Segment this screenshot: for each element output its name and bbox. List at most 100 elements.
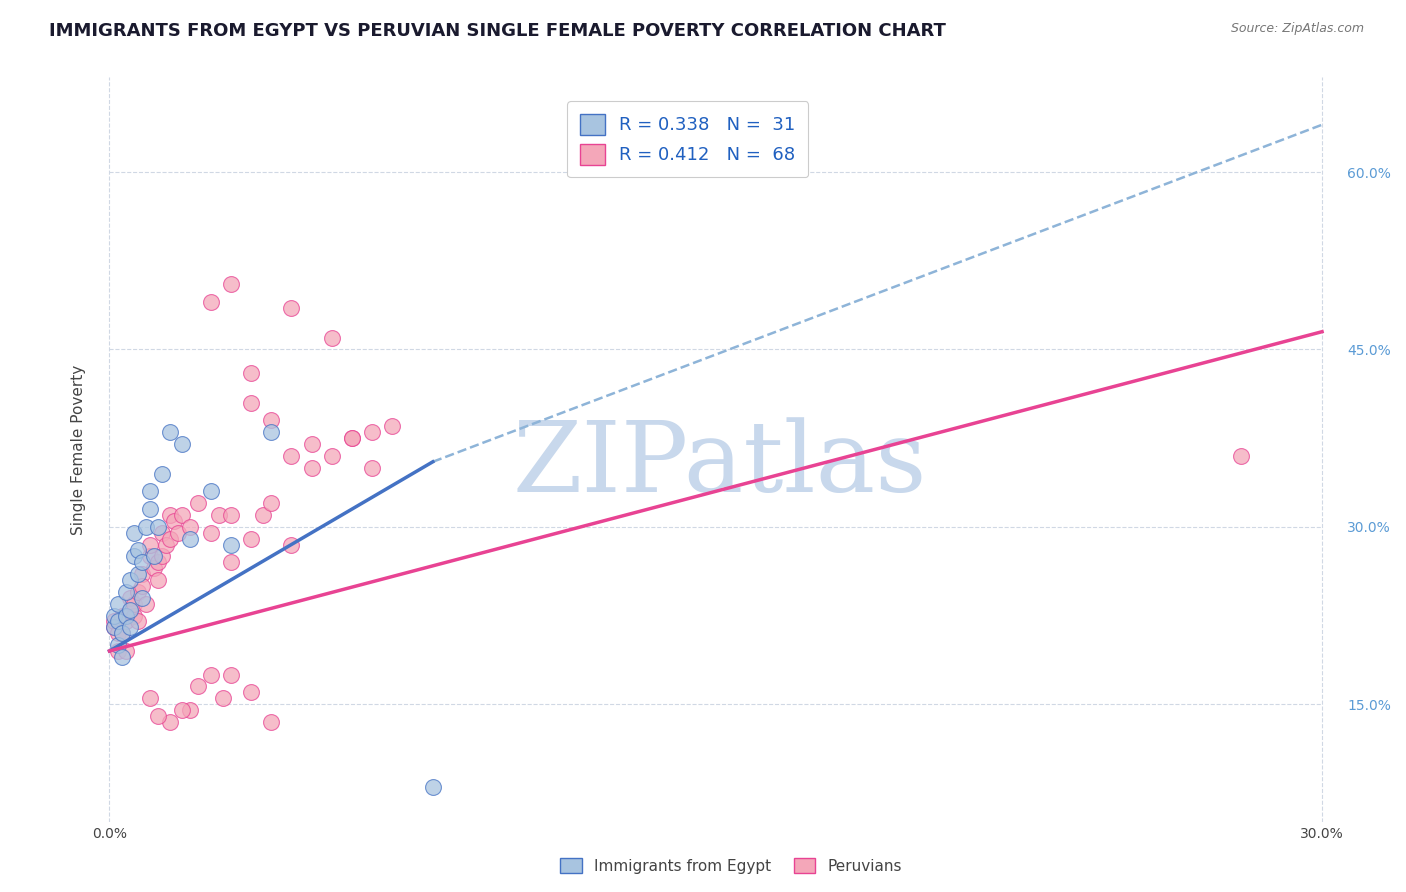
Point: [172, 703, 194, 717]
Point: [219, 555, 242, 569]
Point: [239, 366, 262, 380]
Text: IMMIGRANTS FROM EGYPT VS PERUVIAN SINGLE FEMALE POVERTY CORRELATION CHART: IMMIGRANTS FROM EGYPT VS PERUVIAN SINGLE…: [49, 22, 946, 40]
Point: [159, 425, 181, 440]
Point: [139, 691, 162, 706]
Point: [260, 425, 283, 440]
Point: [260, 413, 283, 427]
Point: [118, 602, 141, 616]
Point: [114, 644, 136, 658]
Point: [146, 709, 169, 723]
Point: [107, 638, 129, 652]
Point: [207, 508, 229, 522]
Point: [340, 431, 363, 445]
Point: [127, 543, 149, 558]
Point: [150, 549, 173, 564]
Point: [280, 449, 302, 463]
Point: [1230, 449, 1253, 463]
Point: [139, 549, 162, 564]
Point: [139, 537, 162, 551]
Point: [118, 573, 141, 587]
Legend: Immigrants from Egypt, Peruvians: Immigrants from Egypt, Peruvians: [554, 852, 908, 880]
Point: [219, 537, 242, 551]
Point: [340, 431, 363, 445]
Point: [321, 330, 343, 344]
Point: [122, 597, 145, 611]
Point: [114, 608, 136, 623]
Point: [239, 685, 262, 699]
Point: [155, 537, 177, 551]
Point: [361, 425, 384, 440]
Point: [103, 620, 125, 634]
Point: [114, 615, 136, 629]
Point: [131, 579, 153, 593]
Point: [172, 508, 194, 522]
Point: [122, 525, 145, 540]
Point: [422, 780, 444, 794]
Point: [142, 561, 165, 575]
Point: [146, 573, 169, 587]
Point: [146, 520, 169, 534]
Point: [150, 525, 173, 540]
Point: [200, 295, 222, 310]
Point: [159, 532, 181, 546]
Point: [301, 437, 323, 451]
Point: [122, 549, 145, 564]
Point: [131, 567, 153, 582]
Point: [187, 496, 209, 510]
Point: [110, 626, 132, 640]
Point: [146, 555, 169, 569]
Point: [107, 615, 129, 629]
Point: [131, 555, 153, 569]
Point: [260, 496, 283, 510]
Point: [118, 620, 141, 634]
Point: [159, 714, 181, 729]
Point: [131, 591, 153, 605]
Point: [135, 520, 157, 534]
Point: [159, 508, 181, 522]
Point: [179, 532, 201, 546]
Point: [167, 525, 190, 540]
Point: [219, 508, 242, 522]
Point: [179, 703, 201, 717]
Point: [252, 508, 274, 522]
Point: [142, 549, 165, 564]
Point: [110, 626, 132, 640]
Point: [301, 460, 323, 475]
Point: [200, 525, 222, 540]
Point: [172, 437, 194, 451]
Point: [103, 615, 125, 629]
Point: [135, 597, 157, 611]
Point: [163, 514, 186, 528]
Point: [139, 502, 162, 516]
Point: [122, 608, 145, 623]
Point: [280, 537, 302, 551]
Point: [150, 467, 173, 481]
Point: [110, 649, 132, 664]
Point: [107, 597, 129, 611]
Point: [114, 585, 136, 599]
Point: [260, 714, 283, 729]
Point: [239, 395, 262, 409]
Point: [239, 532, 262, 546]
Point: [179, 520, 201, 534]
Point: [139, 484, 162, 499]
Y-axis label: Single Female Poverty: Single Female Poverty: [72, 365, 86, 535]
Point: [381, 419, 404, 434]
Point: [127, 615, 149, 629]
Point: [219, 667, 242, 681]
Text: Source: ZipAtlas.com: Source: ZipAtlas.com: [1230, 22, 1364, 36]
Point: [361, 460, 384, 475]
Point: [107, 644, 129, 658]
Point: [127, 567, 149, 582]
Point: [107, 626, 129, 640]
Point: [219, 277, 242, 292]
Point: [118, 591, 141, 605]
Point: [211, 691, 233, 706]
Point: [200, 484, 222, 499]
Point: [321, 449, 343, 463]
Legend: R = 0.338   N =  31, R = 0.412   N =  68: R = 0.338 N = 31, R = 0.412 N = 68: [567, 102, 808, 178]
Point: [110, 608, 132, 623]
Point: [103, 620, 125, 634]
Point: [200, 667, 222, 681]
Point: [187, 680, 209, 694]
